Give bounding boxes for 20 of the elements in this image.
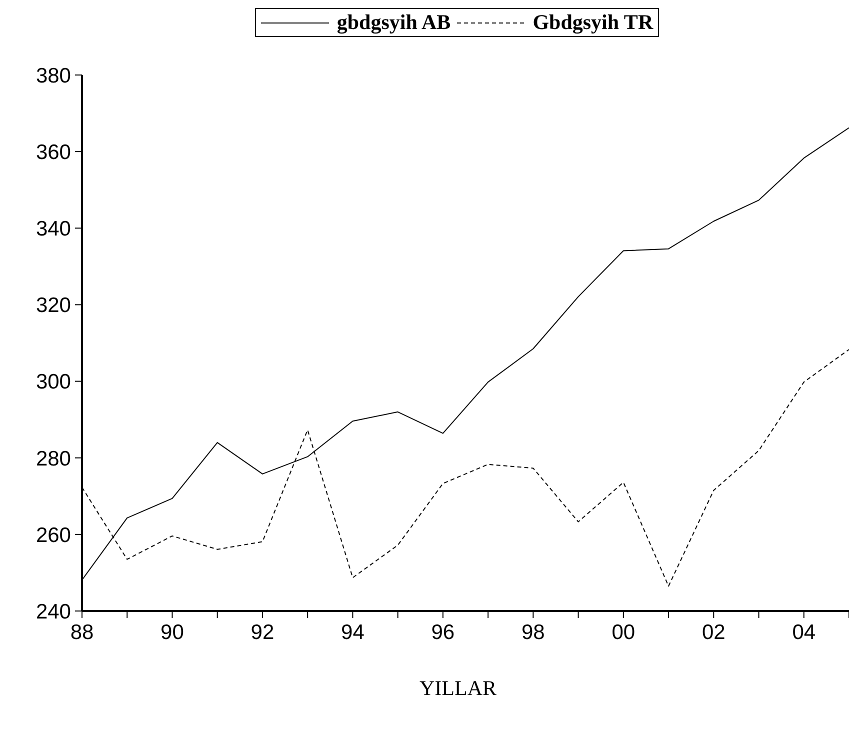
x-tick-label: 94 (341, 620, 365, 644)
legend-label: gbdgsyih AB (336, 10, 451, 35)
y-tick-label: 320 (36, 294, 71, 318)
y-tick-label: 260 (36, 524, 71, 547)
x-tick-label: 90 (160, 620, 184, 644)
y-tick-label: 280 (36, 447, 71, 470)
x-tick-label: 98 (521, 620, 545, 644)
y-tick-label: 300 (36, 370, 71, 394)
legend-label: Gbdgsyih TR (532, 10, 654, 35)
x-tick-label: 96 (431, 620, 455, 644)
x-tick-label: 92 (250, 620, 274, 644)
y-tick-label: 360 (36, 141, 71, 164)
x-tick-label: 00 (612, 620, 636, 644)
x-tick-label: 04 (792, 620, 816, 644)
x-tick-label: 02 (702, 620, 726, 644)
y-tick-label: 340 (36, 218, 71, 241)
y-tick-label: 240 (36, 600, 71, 624)
x-tick-label: 88 (70, 620, 94, 644)
x-axis-title: YILLAR (418, 676, 498, 701)
y-tick-label: 380 (36, 64, 71, 88)
